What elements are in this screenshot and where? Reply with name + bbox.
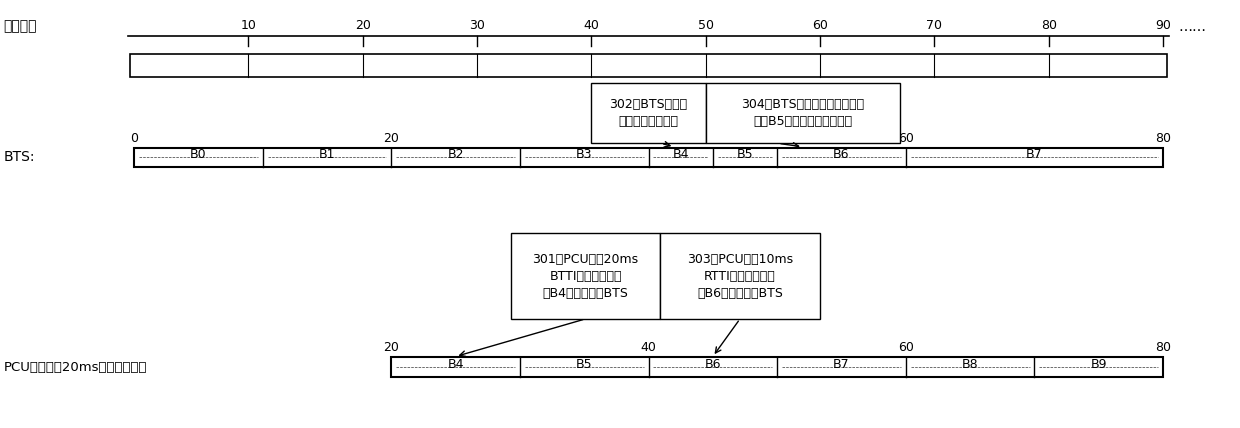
Text: 60: 60 [898, 132, 914, 145]
Text: ……: …… [1178, 20, 1207, 34]
Text: B8: B8 [962, 358, 978, 372]
Text: B4: B4 [448, 358, 464, 372]
Text: 20: 20 [383, 342, 399, 354]
Text: 50: 50 [698, 19, 714, 32]
Text: 20: 20 [355, 19, 371, 32]
Text: B6: B6 [704, 358, 722, 372]
Text: 20: 20 [383, 132, 399, 145]
Bar [591, 83, 706, 143]
Text: B7: B7 [833, 358, 849, 372]
Text: BTS:: BTS: [4, 150, 35, 164]
Text: 绝对时钟: 绝对时钟 [4, 19, 37, 33]
Text: PCU帧号完成20ms帧号同步后：: PCU帧号完成20ms帧号同步后： [4, 360, 148, 374]
Text: B3: B3 [575, 148, 593, 161]
Text: B2: B2 [448, 148, 464, 161]
Text: B9: B9 [1090, 358, 1107, 372]
Bar [392, 357, 1163, 377]
Text: 10: 10 [241, 19, 257, 32]
Bar [130, 54, 1167, 77]
Text: 70: 70 [926, 19, 942, 32]
Text: 302、BTS处理数
据帧，判断未失步: 302、BTS处理数 据帧，判断未失步 [609, 98, 688, 128]
Text: 80: 80 [1040, 19, 1056, 32]
Text: B0: B0 [190, 148, 207, 161]
Text: B5: B5 [575, 358, 593, 372]
Text: 303、PCU分配10ms
RTTI块，发送帧号
为B6的数据帧到BTS: 303、PCU分配10ms RTTI块，发送帧号 为B6的数据帧到BTS [687, 253, 794, 300]
Text: 40: 40 [583, 19, 599, 32]
Bar [706, 83, 900, 143]
Text: 80: 80 [1156, 342, 1171, 354]
Text: B5: B5 [737, 148, 754, 161]
Text: B6: B6 [833, 148, 849, 161]
Text: B4: B4 [672, 148, 689, 161]
Bar [134, 148, 1163, 167]
Text: 80: 80 [1156, 132, 1171, 145]
Text: 60: 60 [898, 342, 914, 354]
Text: B7: B7 [1027, 148, 1043, 161]
Text: 301、PCU分配20ms
BTTI块，发送帧号
为B4的数据帧到BTS: 301、PCU分配20ms BTTI块，发送帧号 为B4的数据帧到BTS [532, 253, 639, 300]
Bar [511, 233, 660, 319]
Text: 30: 30 [469, 19, 485, 32]
Text: 40: 40 [641, 342, 656, 354]
Text: 90: 90 [1156, 19, 1171, 32]
Text: 40: 40 [641, 132, 656, 145]
Text: 60: 60 [812, 19, 828, 32]
Text: 304、BTS处理数据帧，当前帧
号为B5，因此判断帧号失步: 304、BTS处理数据帧，当前帧 号为B5，因此判断帧号失步 [742, 98, 864, 128]
Text: 0: 0 [130, 132, 138, 145]
Bar [660, 233, 820, 319]
Text: B1: B1 [319, 148, 335, 161]
